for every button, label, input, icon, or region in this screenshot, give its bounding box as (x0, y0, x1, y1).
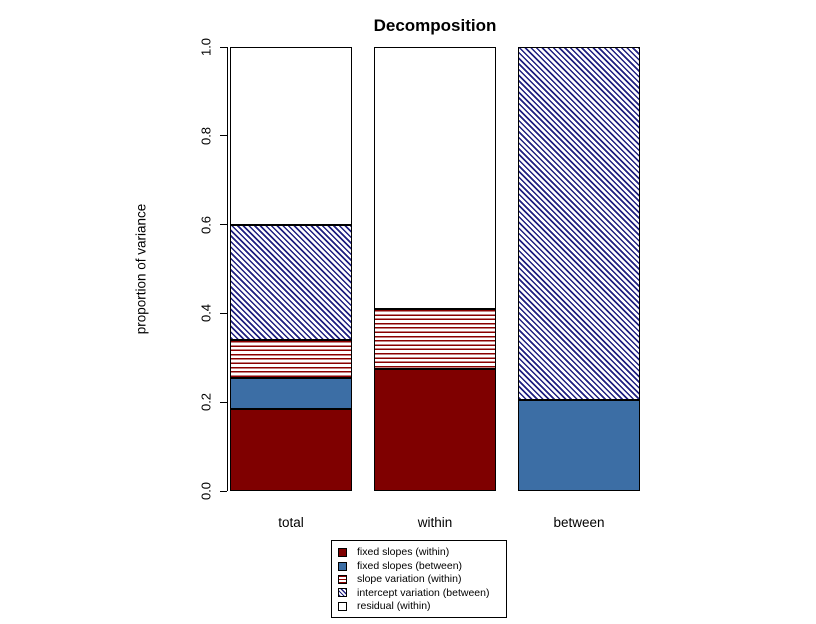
bar-total (230, 47, 352, 491)
x-label-between: between (553, 515, 605, 530)
y-tick-mark (220, 135, 227, 137)
bar-segment-solid-total (230, 408, 352, 491)
legend-swatch-white-icon (338, 601, 347, 611)
legend-swatch-solid-icon (338, 561, 347, 571)
legend-label: intercept variation (between) (357, 586, 490, 599)
legend-swatch-solid-icon (338, 548, 347, 558)
legend-label: fixed slopes (within) (357, 546, 450, 559)
y-axis-line (227, 47, 228, 491)
legend: fixed slopes (within) fixed slopes (betwe… (331, 540, 507, 618)
bar-within (374, 47, 496, 491)
y-tick-label: 0.2 (198, 393, 214, 412)
bar-segment-solid-between (518, 399, 640, 491)
bar-segment-solid-total (230, 377, 352, 409)
bar-segment-hlines-within (374, 308, 496, 369)
y-tick-mark (220, 312, 227, 314)
bar-segment-solid-within (374, 368, 496, 491)
y-tick-mark (220, 490, 227, 492)
bar-segment-diag-between (518, 47, 640, 400)
legend-item: intercept variation (between) (338, 586, 506, 599)
y-tick-mark (220, 46, 227, 48)
y-tick-label: 0.4 (198, 304, 214, 323)
legend-item: fixed slopes (between) (338, 559, 506, 572)
legend-label: slope variation (within) (357, 573, 462, 586)
y-tick-mark (220, 224, 227, 226)
bar-segment-white-total (230, 47, 352, 225)
y-tick-label: 0.6 (198, 215, 214, 234)
y-tick-label: 1.0 (198, 37, 214, 57)
y-axis-label-text: proportion of variance (133, 203, 149, 335)
bar-segment-hlines-total (230, 340, 352, 378)
legend-item: fixed slopes (within) (338, 546, 506, 559)
y-tick-mark (220, 401, 227, 403)
x-label-within: within (417, 515, 453, 530)
legend-label: fixed slopes (between) (357, 559, 463, 572)
legend-swatch-diag-icon (338, 588, 347, 598)
y-tick-label: 0.0 (198, 481, 214, 501)
x-label-total: total (278, 515, 304, 530)
bar-segment-white-within (374, 47, 496, 309)
legend-item: slope variation (within) (338, 573, 506, 586)
bar-segment-diag-total (230, 224, 352, 341)
chart-title: Decomposition (373, 16, 497, 35)
bar-between (518, 47, 640, 491)
legend-label: residual (within) (357, 600, 431, 612)
y-tick-label: 0.8 (198, 126, 214, 145)
legend-item: residual (within) (338, 600, 506, 613)
legend-swatch-hlines-icon (338, 574, 347, 584)
